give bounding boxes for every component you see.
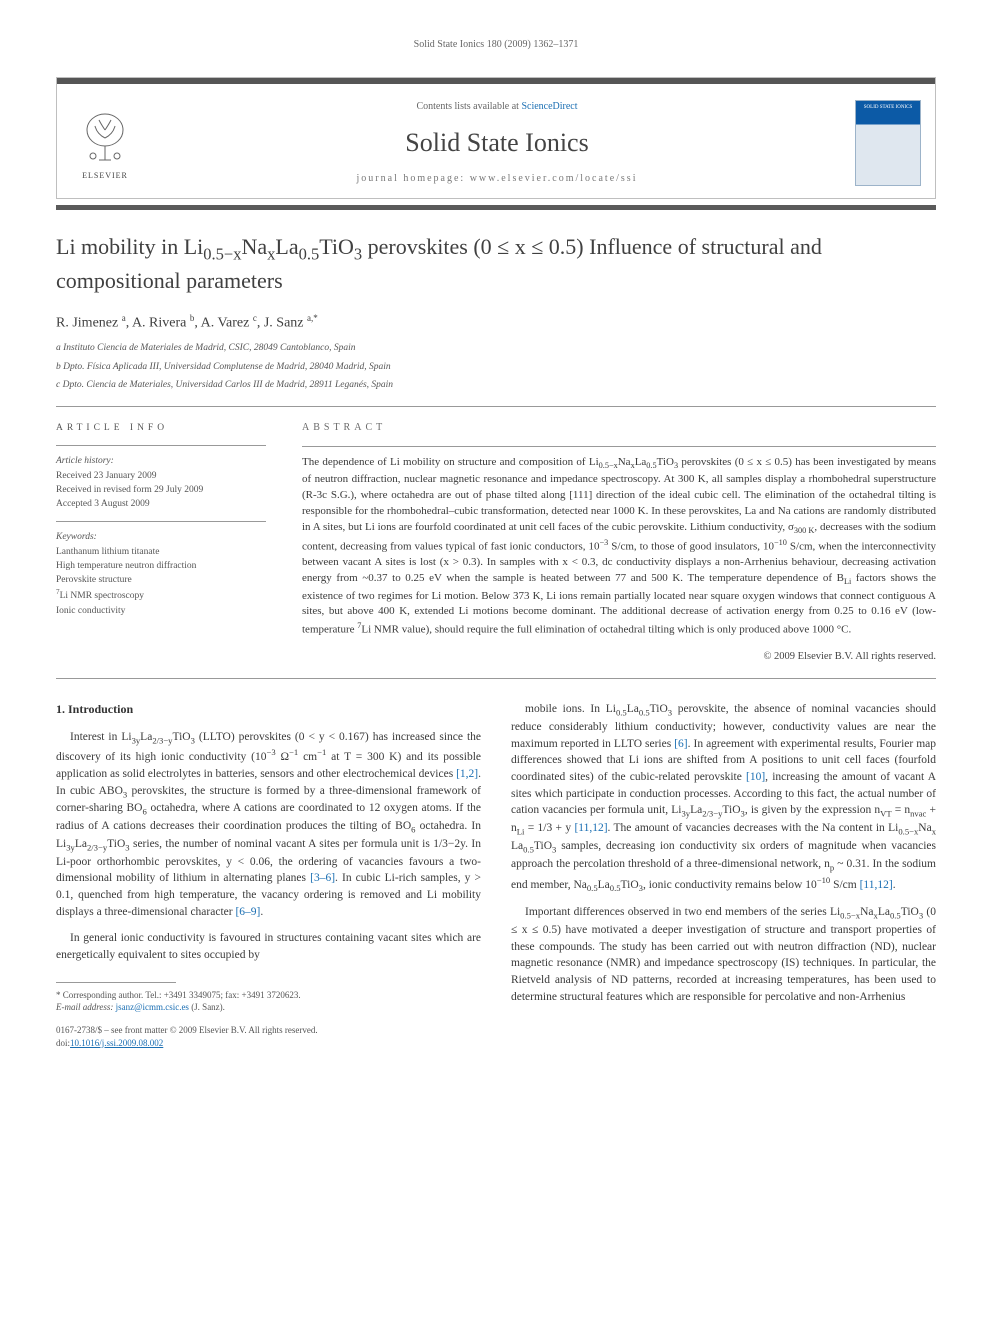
affiliation: a Instituto Ciencia de Materiales de Mad… [56, 341, 936, 355]
article-info-heading: ARTICLE INFO [56, 421, 266, 435]
keyword: High temperature neutron diffraction [56, 559, 266, 573]
keywords-label: Keywords: [56, 532, 97, 542]
body-two-columns: 1. Introduction Interest in Li3yLa2/3−yT… [56, 701, 936, 1049]
body-paragraph: In general ionic conductivity is favoure… [56, 930, 481, 963]
contents-available-line: Contents lists available at ScienceDirec… [153, 100, 841, 115]
footnote-rule [56, 982, 176, 983]
abstract-text: The dependence of Li mobility on structu… [302, 455, 936, 639]
affiliation: b Dpto. Física Aplicada III, Universidad… [56, 360, 936, 374]
publisher-logo: ELSEVIER [71, 104, 139, 182]
abstract-heading: ABSTRACT [302, 421, 936, 436]
article-info-block: ARTICLE INFO Article history: Received 2… [56, 421, 266, 664]
meta-bottom-rule [56, 678, 936, 679]
history-item: Received in revised form 29 July 2009 [56, 483, 266, 497]
keyword: Ionic conductivity [56, 604, 266, 618]
elsevier-tree-icon [75, 108, 135, 168]
authors-line: R. Jimenez a, A. Rivera b, A. Varez c, J… [56, 312, 936, 334]
contents-prefix: Contents lists available at [416, 101, 521, 112]
email-label: E-mail address: [56, 1002, 113, 1012]
keyword: Perovskite structure [56, 573, 266, 587]
history-label: Article history: [56, 456, 114, 466]
masthead-accent-bar [57, 78, 935, 84]
running-head: Solid State Ionics 180 (2009) 1362–1371 [56, 38, 936, 53]
doi-block: 0167-2738/$ – see front matter © 2009 El… [56, 1024, 481, 1049]
sciencedirect-link[interactable]: ScienceDirect [521, 101, 577, 112]
article-title: Li mobility in Li0.5−xNaxLa0.5TiO3 perov… [56, 232, 936, 295]
info-rule [56, 445, 266, 446]
column-right: mobile ions. In Li0.5La0.5TiO3 perovskit… [511, 701, 936, 1049]
info-rule [56, 521, 266, 522]
history-item: Received 23 January 2009 [56, 469, 266, 483]
doi-prefix: doi: [56, 1038, 70, 1048]
corr-email-who: (J. Sanz). [191, 1002, 225, 1012]
keyword: 77Li NMR spectroscopyLi NMR spectroscopy [56, 587, 266, 603]
publisher-name: ELSEVIER [82, 170, 128, 182]
abstract-block: ABSTRACT The dependence of Li mobility o… [302, 421, 936, 664]
corresponding-author-footnote: * Corresponding author. Tel.: +3491 3349… [56, 989, 481, 1014]
title-divider [56, 205, 936, 210]
abstract-rule [302, 446, 936, 447]
affiliations-block: a Instituto Ciencia de Materiales de Mad… [56, 341, 936, 392]
corr-author-line: * Corresponding author. Tel.: +3491 3349… [56, 989, 481, 1002]
body-paragraph: Interest in Li3yLa2/3−yTiO3 (LLTO) perov… [56, 729, 481, 921]
affiliation: c Dpto. Ciencia de Materiales, Universid… [56, 378, 936, 392]
corr-email-link[interactable]: jsanz@icmm.csic.es [116, 1002, 189, 1012]
journal-title: Solid State Ionics [153, 124, 841, 162]
keyword: Lanthanum lithium titanate [56, 545, 266, 559]
abstract-copyright: © 2009 Elsevier B.V. All rights reserved… [302, 649, 936, 664]
journal-cover-thumb: SOLID STATE IONICS [855, 100, 921, 186]
journal-homepage-line: journal homepage: www.elsevier.com/locat… [153, 172, 841, 187]
section-heading: 1. Introduction [56, 701, 481, 718]
journal-masthead: ELSEVIER Contents lists available at Sci… [56, 77, 936, 200]
cover-title-text: SOLID STATE IONICS [864, 101, 913, 111]
meta-top-rule [56, 406, 936, 407]
body-paragraph: mobile ions. In Li0.5La0.5TiO3 perovskit… [511, 701, 936, 894]
history-item: Accepted 3 August 2009 [56, 497, 266, 511]
body-paragraph: Important differences observed in two en… [511, 904, 936, 1005]
doi-link[interactable]: 10.1016/j.ssi.2009.08.002 [70, 1038, 163, 1048]
front-matter-line: 0167-2738/$ – see front matter © 2009 El… [56, 1024, 481, 1037]
column-left: 1. Introduction Interest in Li3yLa2/3−yT… [56, 701, 481, 1049]
